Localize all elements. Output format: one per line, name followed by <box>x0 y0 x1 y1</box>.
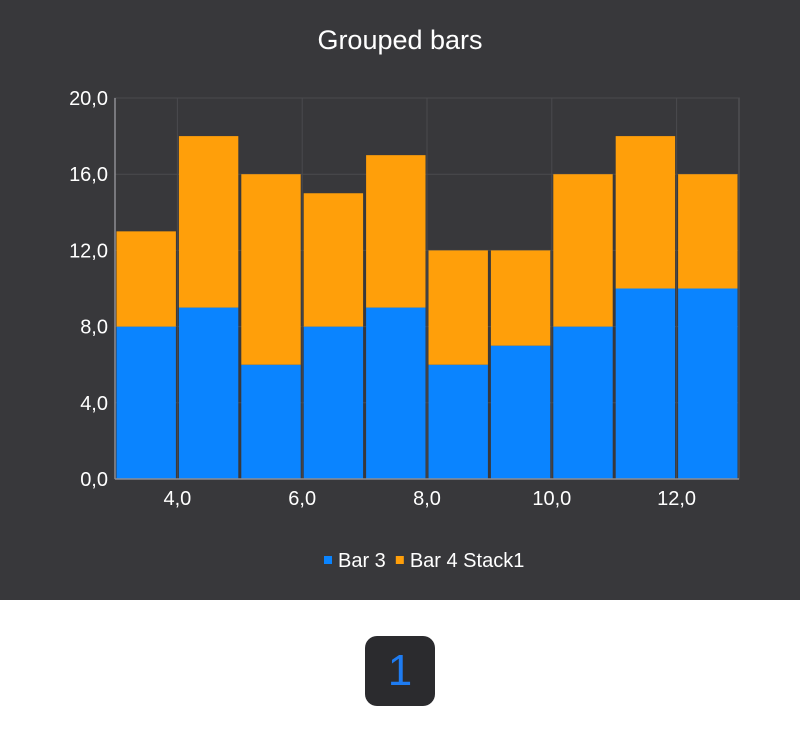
bar-bar3 <box>615 288 676 479</box>
legend-label-bar3: Bar 3 <box>338 550 386 572</box>
y-tick-label: 12,0 <box>69 240 108 262</box>
y-tick-label: 4,0 <box>80 393 108 415</box>
bar-bar4-stack1 <box>678 174 738 289</box>
x-tick-label: 4,0 <box>163 488 191 510</box>
bar-bar3 <box>116 326 176 479</box>
bar-bar4-stack1 <box>116 231 176 327</box>
bar-bar3 <box>428 364 488 479</box>
x-tick-label: 8,0 <box>413 488 441 510</box>
bar-bar3 <box>490 345 551 479</box>
bar-bar4-stack1 <box>428 250 488 365</box>
bars-layer <box>116 136 738 479</box>
bar-bar4-stack1 <box>490 250 551 346</box>
legend-swatch-bar4-stack1 <box>395 556 404 564</box>
bar-bar4-stack1 <box>553 174 613 327</box>
legend-swatch-bar3 <box>324 556 332 564</box>
y-tick-label: 8,0 <box>80 317 108 339</box>
y-tick-label: 20,0 <box>69 88 108 110</box>
bar-bar3 <box>678 288 738 479</box>
bar-bar4-stack1 <box>303 193 364 327</box>
chart-panel: Grouped bars 0,0 4,0 8,0 12,0 16,0 20,0 4,0 6,0… <box>0 0 800 600</box>
page-number-button[interactable]: 1 <box>365 636 435 706</box>
y-tick-label: 0,0 <box>80 469 108 491</box>
bar-bar3 <box>553 326 613 479</box>
legend: Bar 3 Bar 4 Stack1 <box>324 550 524 572</box>
x-tick-label: 6,0 <box>288 488 316 510</box>
bar-bar4-stack1 <box>178 136 239 308</box>
x-tick-label: 12,0 <box>657 488 696 510</box>
bar-bar3 <box>366 307 426 479</box>
legend-label-bar4-stack1: Bar 4 Stack1 <box>410 550 525 572</box>
x-tick-label: 10,0 <box>532 488 571 510</box>
y-tick-label: 16,0 <box>69 164 108 186</box>
bar-bar4-stack1 <box>615 136 676 289</box>
chart-svg: Grouped bars 0,0 4,0 8,0 12,0 16,0 20,0 4,0 6,0… <box>69 25 740 572</box>
bar-bar4-stack1 <box>366 155 426 308</box>
bar-bar4-stack1 <box>241 174 301 365</box>
bar-bar3 <box>241 364 301 479</box>
bar-bar3 <box>178 307 239 479</box>
page-number-label: 1 <box>387 646 413 695</box>
bar-bar3 <box>303 326 364 479</box>
axis-layer: 0,0 4,0 8,0 12,0 16,0 20,0 4,0 6,0 8,0 10,0 12,0 <box>69 88 739 510</box>
chart-title: Grouped bars <box>317 25 482 55</box>
